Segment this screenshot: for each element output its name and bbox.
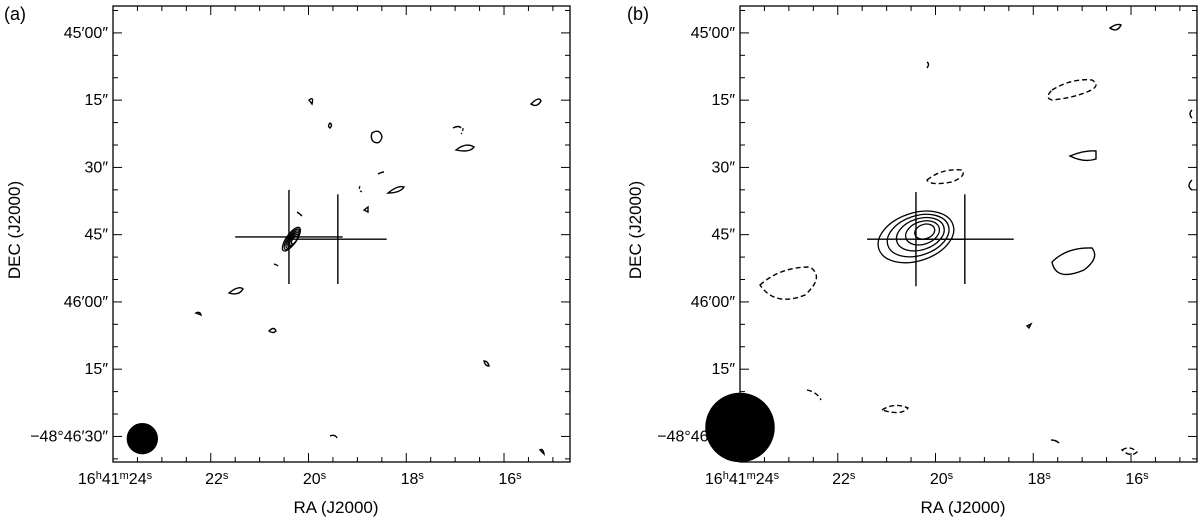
y-tick-label: 45′00″: [64, 25, 109, 42]
y-tick-label: 30″: [712, 159, 736, 176]
source-contour: [895, 216, 945, 252]
negative-contour: [880, 404, 910, 414]
negative-contour: [1120, 447, 1138, 456]
noise-contour: [296, 211, 303, 217]
noise-contour: [538, 448, 546, 457]
negative-contour: [926, 169, 964, 185]
negative-contour: [460, 127, 464, 135]
y-tick-label: 46′00″: [691, 294, 736, 311]
noise-contour: [1189, 109, 1193, 119]
plot-frame: [112, 5, 571, 463]
noise-contour: [327, 122, 333, 129]
noise-contour: [329, 434, 338, 439]
panel-a: (a) RA (J2000) DEC (J2000) 16h41m24s 22s 2…: [4, 4, 571, 517]
x-tick-label: 18s: [401, 470, 425, 488]
source-contour: [914, 223, 936, 240]
noise-contour: [267, 327, 277, 334]
plot-area: 16h41m24s 22s 20s 18s 16s 45′00″ 15″ 30″ 45″ 46′0…: [657, 5, 1198, 488]
noise-contour: [227, 286, 244, 295]
y-tick-label: −48°46′30″: [30, 428, 108, 445]
negative-contour: [358, 185, 363, 193]
plot-area: 16h41m24s 22s 20s 18s 16s 45′00″ 15″ 30″ 45″ 46′0…: [30, 5, 571, 488]
x-tick-label: 20s: [303, 470, 327, 488]
noise-contour: [377, 171, 385, 175]
noise-contour: [1068, 150, 1097, 162]
y-tick-label: 15″: [85, 92, 109, 109]
y-axis-label: DEC (J2000): [5, 181, 24, 279]
x-tick-label: 16s: [498, 470, 522, 488]
source-contour: [886, 213, 950, 258]
beam-ellipse: [126, 422, 159, 455]
negative-contour: [1047, 79, 1097, 101]
noise-contour: [1188, 179, 1193, 191]
x-tick-label: 22s: [205, 470, 229, 488]
source-contour: [904, 220, 941, 246]
noise-contour: [454, 144, 475, 152]
x-tick-label: 16h41m24s: [78, 470, 153, 488]
x-tick-label: 20s: [930, 470, 954, 488]
noise-contour: [1051, 247, 1096, 276]
x-tick-label: 16s: [1125, 470, 1149, 488]
panel-label: (b): [627, 4, 649, 24]
noise-contour: [926, 61, 930, 69]
noise-contour: [483, 360, 490, 367]
negative-contour: [759, 266, 818, 300]
y-tick-label: 30″: [85, 159, 109, 176]
y-tick-label: 15″: [85, 361, 109, 378]
x-axis-label: RA (J2000): [293, 498, 378, 517]
noise-contour: [452, 125, 462, 129]
y-tick-label: 15″: [712, 361, 736, 378]
plot-frame: [739, 5, 1198, 463]
noise-contour: [362, 205, 369, 214]
y-tick-label: 45′00″: [691, 25, 736, 42]
noise-contour: [386, 185, 406, 194]
source-contour: [877, 210, 955, 264]
noise-contour: [370, 130, 383, 144]
x-axis-label: RA (J2000): [920, 498, 1005, 517]
y-axis-label: DEC (J2000): [626, 181, 645, 279]
noise-contour: [1108, 23, 1122, 31]
noise-contour: [1025, 322, 1033, 330]
y-tick-label: 45″: [712, 227, 736, 244]
noise-contour: [308, 97, 314, 106]
noise-contour: [194, 311, 203, 317]
panel-label: (a): [4, 4, 26, 24]
y-tick-label: 15″: [712, 92, 736, 109]
noise-contour: [273, 263, 279, 267]
x-tick-label: 18s: [1028, 470, 1052, 488]
y-tick-label: 45″: [85, 227, 109, 244]
beam-ellipse: [705, 392, 775, 463]
noise-contour: [1050, 439, 1060, 444]
x-tick-label: 16h41m24s: [705, 470, 780, 488]
x-tick-label: 22s: [832, 470, 856, 488]
panel-b: (b) RA (J2000) DEC (J2000) 16h41m24s 22s 2…: [626, 4, 1198, 517]
y-tick-label: 46′00″: [64, 294, 109, 311]
noise-contour: [529, 98, 542, 107]
negative-contour: [806, 389, 822, 401]
